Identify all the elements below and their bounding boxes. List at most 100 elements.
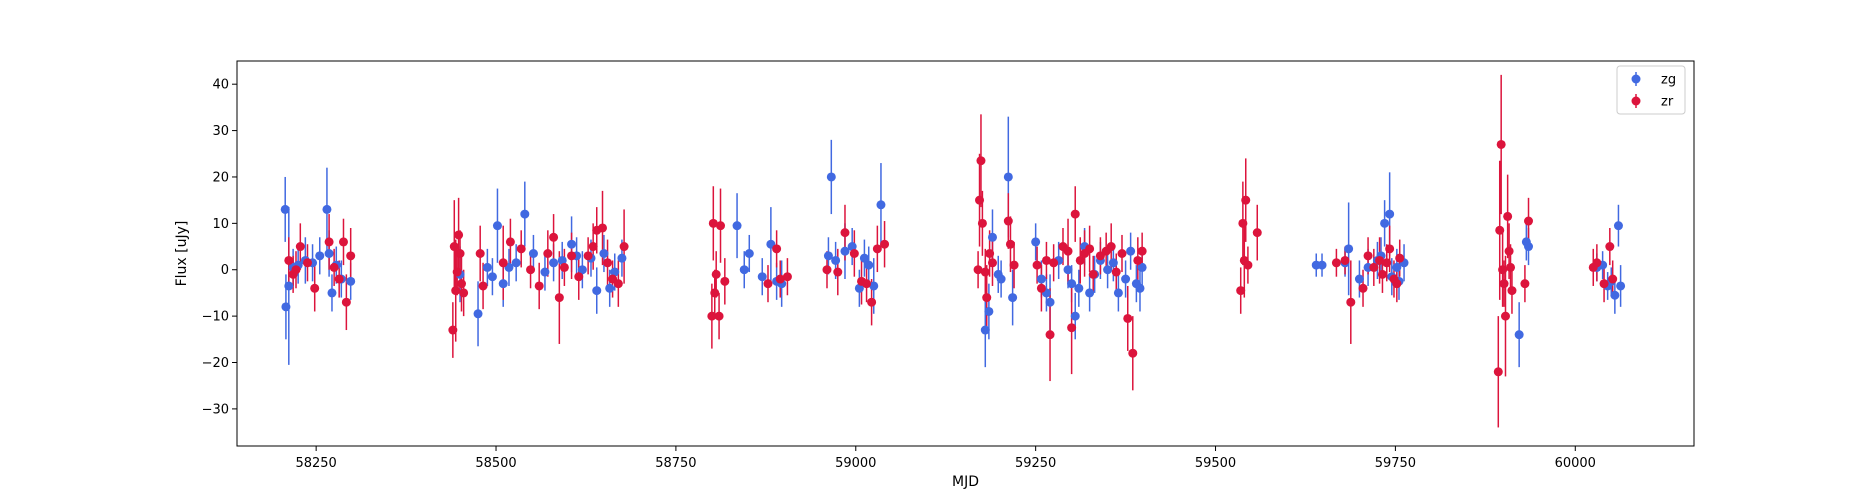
data-point-zg-57 [996, 274, 1006, 284]
data-point-zg-36 [732, 221, 742, 231]
data-point-zr-29 [554, 293, 564, 303]
data-point-zg-60 [1031, 237, 1041, 247]
data-point-zr-116 [1498, 265, 1508, 275]
y-tick-label-2: −10 [202, 310, 229, 325]
data-point-zr-65 [980, 267, 990, 277]
data-point-zg-18 [492, 221, 502, 231]
data-point-zr-13 [449, 242, 459, 252]
x-axis-label: MJD [952, 474, 979, 490]
data-point-zg-58 [1003, 172, 1013, 182]
data-point-zr-97 [1241, 195, 1251, 205]
data-point-zr-72 [1032, 260, 1042, 270]
data-point-zg-89 [1380, 218, 1390, 228]
legend-marker-zg [1631, 74, 1641, 84]
data-point-zg-103 [1613, 221, 1623, 231]
data-point-zr-106 [1375, 255, 1385, 265]
legend-label-zr: zr [1661, 95, 1674, 110]
data-point-zg-10 [327, 288, 337, 298]
data-point-zg-65 [1063, 265, 1073, 275]
data-point-zg-76 [1121, 274, 1131, 284]
data-point-zg-24 [540, 267, 550, 277]
data-point-zr-8 [334, 274, 344, 284]
plot-area-frame [236, 60, 1695, 447]
data-point-zg-102 [1610, 290, 1620, 300]
data-point-zr-93 [1137, 246, 1147, 256]
data-point-zg-48 [854, 283, 864, 293]
data-point-zr-32 [574, 272, 584, 282]
data-point-zr-11 [346, 251, 356, 261]
data-point-zg-84 [1344, 244, 1354, 254]
data-point-zr-84 [1088, 269, 1098, 279]
data-point-zr-60 [880, 239, 890, 249]
data-point-zr-61 [973, 265, 983, 275]
data-point-zr-83 [1085, 244, 1095, 254]
data-point-zr-25 [526, 265, 536, 275]
data-point-zr-126 [1592, 258, 1602, 268]
x-tick-label-3: 59000 [835, 456, 876, 471]
data-point-zr-5 [310, 283, 320, 293]
data-point-zr-100 [1331, 258, 1341, 268]
data-point-zr-123 [1520, 279, 1530, 289]
data-point-zr-81 [1075, 255, 1085, 265]
data-point-zr-103 [1358, 283, 1368, 293]
data-point-zr-117 [1499, 279, 1509, 289]
data-point-zr-41 [707, 311, 717, 321]
data-point-zr-64 [977, 218, 987, 228]
legend-label-zg: zg [1661, 73, 1676, 88]
data-point-zr-119 [1503, 211, 1513, 221]
x-tick-label-4: 59250 [1015, 456, 1056, 471]
y-tick-label-7: 40 [212, 78, 229, 93]
data-point-zg-85 [1354, 274, 1364, 284]
data-point-zr-109 [1385, 244, 1395, 254]
data-point-zr-46 [716, 221, 726, 231]
data-point-zg-35 [617, 253, 627, 263]
data-point-zr-0 [284, 255, 294, 265]
data-point-zg-45 [831, 255, 841, 265]
y-tick-label-5: 20 [212, 170, 229, 185]
data-point-zg-29 [577, 265, 587, 275]
data-point-zr-52 [822, 265, 832, 275]
data-point-zg-2 [284, 281, 294, 291]
data-point-zr-34 [588, 242, 598, 252]
data-point-zr-44 [711, 269, 721, 279]
data-point-zr-92 [1133, 255, 1143, 265]
data-point-zr-48 [763, 279, 773, 289]
data-point-zg-95 [1514, 330, 1524, 340]
data-point-zr-47 [720, 276, 730, 286]
data-point-zg-19 [498, 279, 508, 289]
data-point-zr-115 [1496, 139, 1506, 149]
data-point-zg-49 [859, 253, 869, 263]
data-point-zr-57 [862, 279, 872, 289]
data-point-zr-21 [478, 281, 488, 291]
data-point-zg-73 [1103, 265, 1113, 275]
data-point-zr-118 [1500, 311, 1510, 321]
data-point-zg-63 [1045, 297, 1055, 307]
data-point-zg-92 [1392, 262, 1402, 272]
data-point-zg-17 [487, 272, 497, 282]
data-point-zg-37 [739, 265, 749, 275]
data-point-zr-87 [1106, 242, 1116, 252]
data-point-zr-51 [782, 272, 792, 282]
data-point-zr-121 [1506, 262, 1516, 272]
data-point-zr-3 [295, 242, 305, 252]
data-point-zr-26 [534, 281, 544, 291]
data-point-zg-50 [864, 260, 874, 270]
data-point-zr-16 [454, 230, 464, 240]
data-point-zr-69 [1003, 216, 1013, 226]
data-point-zg-70 [1085, 288, 1095, 298]
data-point-zg-90 [1385, 209, 1395, 219]
data-point-zg-7 [315, 251, 325, 261]
data-point-zr-91 [1128, 348, 1138, 358]
data-point-zr-102 [1346, 297, 1356, 307]
data-point-zg-47 [847, 242, 857, 252]
y-tick-label-0: −30 [202, 402, 229, 417]
data-point-zr-63 [976, 156, 986, 166]
x-tick-label-6: 59750 [1375, 456, 1416, 471]
data-point-zr-62 [975, 195, 985, 205]
data-point-zg-15 [473, 309, 483, 319]
data-point-zg-25 [549, 258, 559, 268]
data-point-zg-67 [1070, 311, 1080, 321]
data-point-zr-42 [708, 218, 718, 228]
data-point-zr-94 [1236, 286, 1246, 296]
